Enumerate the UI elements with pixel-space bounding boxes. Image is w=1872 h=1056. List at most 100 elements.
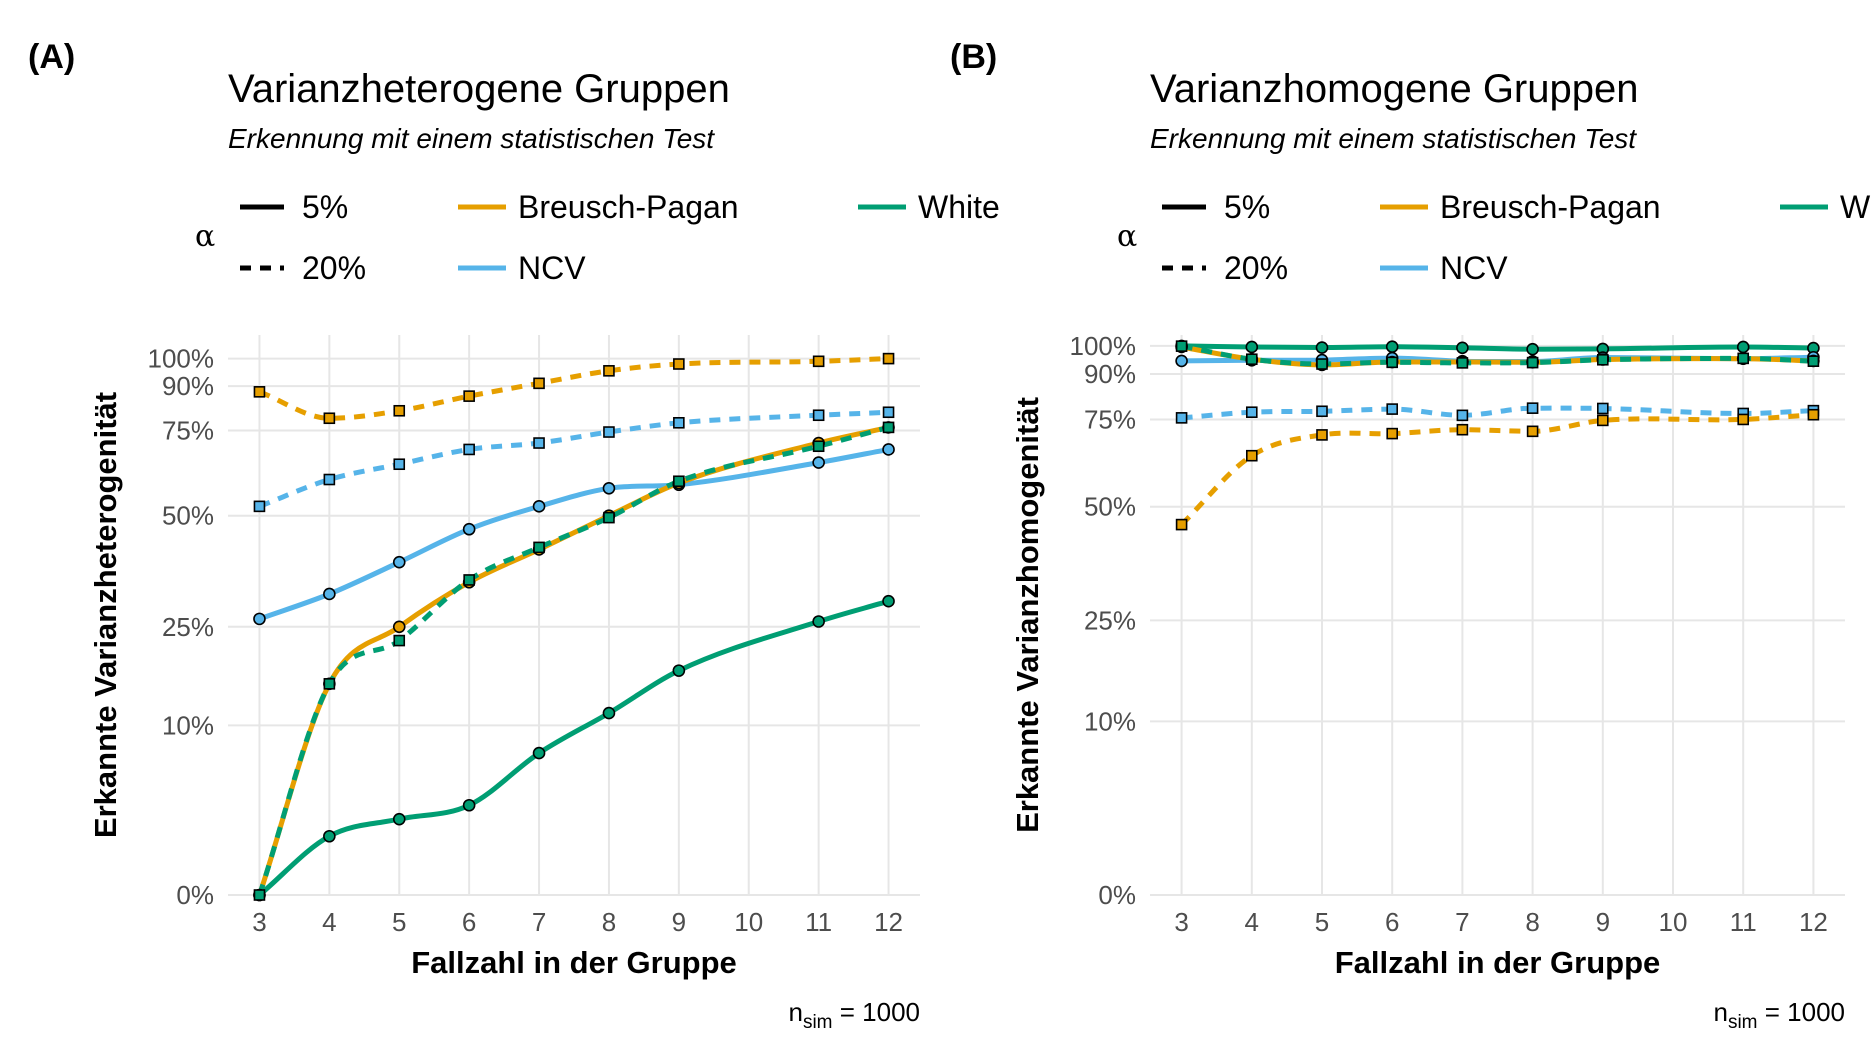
data-point-circle — [1736, 340, 1750, 354]
data-point-circle — [1385, 340, 1399, 353]
y-axis-label: Erkannte Varianzheterogenität — [88, 392, 123, 838]
legend-color-label-3: NCV — [518, 250, 586, 286]
x-tick-label: 5 — [392, 907, 406, 937]
x-tick-label: 12 — [1799, 907, 1828, 937]
series-line-white-alpha5 — [1181, 343, 1814, 352]
data-point-square — [1245, 449, 1258, 462]
data-point-circle — [392, 620, 406, 634]
data-point-square — [812, 409, 825, 422]
data-point-circle — [462, 798, 476, 812]
legend-color-label-1: Breusch-Pagan — [518, 189, 739, 225]
data-point-square — [1526, 356, 1539, 369]
data-point-square — [1245, 353, 1258, 366]
panel-tag: (B) — [950, 38, 997, 76]
caption-suffix: = 1000 — [1758, 997, 1845, 1027]
x-tick-label: 10 — [734, 907, 763, 937]
chart-panel-b: (B) Varianzhomogene Gruppen Erkennung mit … — [950, 38, 1872, 1033]
x-tick-label: 7 — [1455, 907, 1469, 937]
data-point-square — [603, 365, 615, 377]
y-tick-label: 10% — [1084, 706, 1136, 736]
data-point-square — [1456, 409, 1469, 422]
y-tick-label: 50% — [1084, 492, 1136, 522]
data-point-square — [1245, 406, 1258, 419]
legend-linetype-label-1: 5% — [1224, 189, 1270, 225]
y-tick-label: 75% — [1084, 404, 1136, 434]
data-point-square — [323, 412, 336, 425]
x-tick-label: 9 — [1596, 907, 1610, 937]
series-lines — [1179, 343, 1814, 527]
data-point-square — [1526, 402, 1539, 414]
data-point-square — [323, 473, 336, 486]
chart-title: Varianzhomogene Gruppen — [1150, 67, 1638, 111]
x-tick-label: 3 — [1174, 907, 1188, 937]
data-point-square — [1316, 358, 1328, 370]
data-point-square — [1175, 412, 1188, 424]
data-point-square — [463, 574, 475, 586]
x-tick-label: 4 — [322, 907, 336, 937]
data-point-square — [812, 355, 825, 368]
legend-color-label-2: White — [1840, 189, 1872, 225]
data-point-square — [1456, 423, 1469, 436]
data-point-circle — [812, 615, 825, 628]
x-tick-label: 10 — [1659, 907, 1688, 937]
data-point-square — [1737, 352, 1750, 365]
x-tick-label: 8 — [602, 907, 616, 937]
data-point-circle — [253, 612, 266, 626]
series-line-white-alpha5 — [257, 598, 890, 897]
data-point-square — [1807, 355, 1820, 367]
data-point-circle — [602, 481, 616, 495]
caption: nsim = 1000 — [788, 997, 920, 1033]
x-tick-label: 11 — [805, 907, 832, 937]
y-tick-label: 25% — [1084, 605, 1136, 635]
data-point-square — [533, 541, 545, 554]
data-point-square — [1316, 405, 1328, 418]
legend-color-label-3: NCV — [1440, 250, 1508, 286]
data-point-square — [673, 358, 685, 370]
data-point-square — [1175, 518, 1188, 531]
x-tick-label: 6 — [462, 907, 476, 937]
data-point-square — [253, 500, 266, 513]
data-point-circle — [1175, 354, 1188, 368]
x-tick-label: 4 — [1245, 907, 1259, 937]
y-axis-label: Erkannte Varianzhomogenität — [1010, 397, 1045, 833]
data-point-square — [1386, 403, 1398, 415]
legend-alpha-title: α — [1117, 219, 1137, 254]
x-tick-label: 12 — [874, 907, 903, 937]
data-point-square — [1175, 340, 1188, 352]
data-point-circle — [882, 443, 895, 456]
legend-linetype-label-2: 20% — [1224, 250, 1288, 286]
legend-color-label-1: Breusch-Pagan — [1440, 189, 1661, 225]
data-point-circle — [1526, 342, 1539, 356]
y-tick-label: 75% — [162, 415, 214, 445]
y-tick-label: 50% — [162, 501, 214, 531]
data-point-square — [603, 511, 615, 524]
series-line-ncv-alpha20 — [258, 409, 889, 509]
data-point-square — [1807, 408, 1820, 421]
legend: α 5% 20% Breusch-Pagan White NCV — [1117, 189, 1872, 286]
data-point-circle — [532, 500, 546, 513]
data-point-circle — [1315, 341, 1329, 354]
x-tick-label: 3 — [252, 907, 266, 937]
x-tick-label: 9 — [672, 907, 686, 937]
x-tick-label: 5 — [1315, 907, 1329, 937]
data-point-square — [1316, 429, 1328, 441]
caption-prefix: n — [1713, 997, 1727, 1027]
data-point-square — [673, 417, 685, 429]
series-line-ncv-alpha20 — [1181, 405, 1814, 421]
series-markers — [253, 352, 895, 902]
chart-panel-a: (A) Varianzheterogene Gruppen Erkennung mi… — [28, 38, 1000, 1033]
legend-linetype-label-2: 20% — [302, 250, 366, 286]
data-point-circle — [882, 594, 895, 608]
data-point-square — [1597, 402, 1609, 415]
data-point-circle — [392, 555, 406, 569]
data-point-circle — [1245, 340, 1259, 354]
x-tick-label: 6 — [1385, 907, 1399, 937]
series-markers — [1175, 339, 1820, 531]
caption: nsim = 1000 — [1713, 997, 1845, 1033]
chart-subtitle: Erkennung mit einem statistischen Test — [1150, 123, 1637, 154]
x-tick-label: 11 — [1730, 907, 1757, 937]
data-point-square — [1597, 353, 1609, 366]
caption-suffix: = 1000 — [833, 997, 920, 1027]
y-tick-label: 10% — [162, 710, 214, 740]
